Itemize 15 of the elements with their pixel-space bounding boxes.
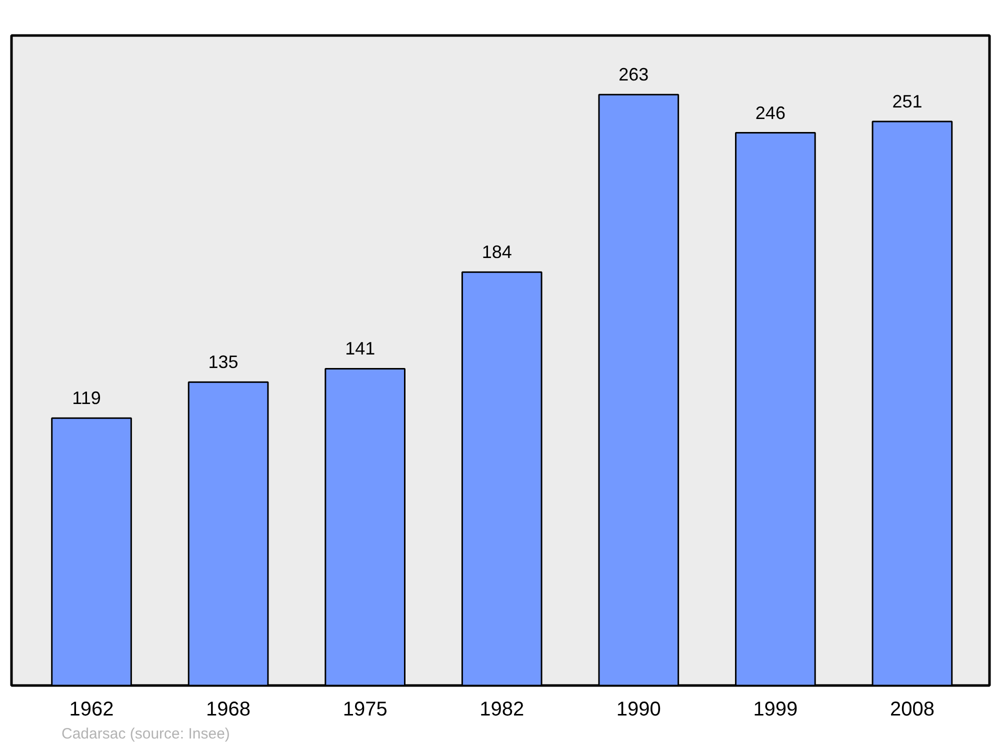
- x-tick-label: 1962: [69, 698, 114, 720]
- data-label: 184: [482, 242, 512, 262]
- x-tick-label: 1975: [342, 698, 388, 720]
- data-label: 246: [755, 102, 786, 123]
- data-label: 119: [72, 388, 101, 408]
- x-tick-label: 1968: [206, 698, 251, 720]
- x-tick-label: 2008: [890, 698, 934, 720]
- data-label: 135: [208, 352, 238, 372]
- data-label: 141: [345, 338, 376, 359]
- x-tick-label: 1990: [616, 698, 661, 720]
- x-tick-label: 1982: [480, 698, 524, 720]
- data-label: 263: [618, 64, 649, 85]
- text: Cadarsac (source: Insee): [62, 726, 230, 742]
- x-tick-label: 1999: [753, 698, 798, 720]
- data-label: 251: [892, 92, 922, 112]
